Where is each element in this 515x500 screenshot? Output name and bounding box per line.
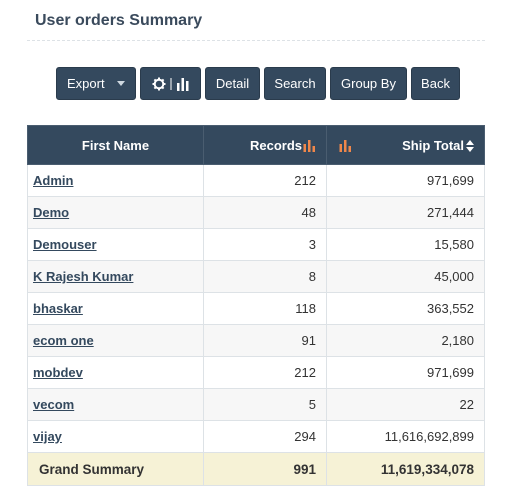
records-cell: 5 bbox=[203, 388, 327, 421]
ship-total-cell: 45,000 bbox=[326, 260, 485, 293]
column-header-ship-total[interactable]: Ship Total bbox=[326, 125, 485, 165]
ship-total-cell: 15,580 bbox=[326, 228, 485, 261]
summary-table: First Name Records Ship Total bbox=[27, 125, 485, 486]
user-link[interactable]: K Rajesh Kumar bbox=[33, 269, 134, 284]
ship-total-cell: 971,699 bbox=[326, 356, 485, 389]
ship-total-cell: 363,552 bbox=[326, 292, 485, 325]
gear-icon bbox=[152, 77, 165, 90]
records-cell: 8 bbox=[203, 260, 327, 293]
column-header-records[interactable]: Records bbox=[203, 125, 327, 165]
user-link[interactable]: vijay bbox=[33, 429, 62, 444]
first-name-cell: mobdev bbox=[27, 356, 204, 389]
group-by-button[interactable]: Group By bbox=[330, 67, 407, 100]
bar-chart-icon[interactable] bbox=[303, 140, 316, 153]
first-name-cell: Demouser bbox=[27, 228, 204, 261]
ship-total-cell: 22 bbox=[326, 388, 485, 421]
records-cell: 118 bbox=[203, 292, 327, 325]
column-header-first-name[interactable]: First Name bbox=[27, 125, 204, 165]
records-cell: 48 bbox=[203, 196, 327, 229]
user-link[interactable]: vecom bbox=[33, 397, 75, 412]
table-row: Admin 212 971,699 bbox=[27, 164, 485, 197]
export-label: Export bbox=[67, 76, 105, 91]
user-link[interactable]: ecom one bbox=[33, 333, 94, 348]
first-name-cell: vecom bbox=[27, 388, 204, 421]
table-row: mobdev 212 971,699 bbox=[27, 356, 485, 389]
table-row: vijay 294 11,616,692,899 bbox=[27, 420, 485, 453]
table-row: Demouser 3 15,580 bbox=[27, 228, 485, 261]
table-header-row: First Name Records Ship Total bbox=[27, 125, 485, 165]
table-row: bhaskar 118 363,552 bbox=[27, 292, 485, 325]
user-link[interactable]: Demo bbox=[33, 205, 70, 220]
records-cell: 294 bbox=[203, 420, 327, 453]
grand-summary-ship-total: 11,619,334,078 bbox=[326, 452, 485, 486]
ship-total-cell: 271,444 bbox=[326, 196, 485, 229]
sort-icon[interactable] bbox=[466, 140, 474, 153]
bar-chart-icon bbox=[176, 77, 188, 91]
page-title: User orders Summary bbox=[35, 12, 203, 29]
user-link[interactable]: mobdev bbox=[33, 365, 83, 380]
toolbar: Export Detail Search Group By Back bbox=[56, 67, 460, 100]
ship-total-cell: 971,699 bbox=[326, 164, 485, 197]
ship-total-cell: 2,180 bbox=[326, 324, 485, 357]
records-cell: 212 bbox=[203, 356, 327, 389]
chart-settings-button[interactable] bbox=[140, 67, 201, 100]
first-name-cell: K Rajesh Kumar bbox=[27, 260, 204, 293]
first-name-cell: Admin bbox=[27, 164, 204, 197]
table-body: Admin 212 971,699 Demo 48 271,444 Demous… bbox=[27, 164, 485, 453]
first-name-cell: bhaskar bbox=[27, 292, 204, 325]
records-cell: 212 bbox=[203, 164, 327, 197]
table-row: ecom one 91 2,180 bbox=[27, 324, 485, 357]
user-link[interactable]: Demouser bbox=[33, 237, 97, 252]
table-row: vecom 5 22 bbox=[27, 388, 485, 421]
search-button[interactable]: Search bbox=[264, 67, 326, 100]
table-row: K Rajesh Kumar 8 45,000 bbox=[27, 260, 485, 293]
export-button[interactable]: Export bbox=[56, 67, 136, 100]
back-button[interactable]: Back bbox=[411, 67, 460, 100]
bar-chart-icon[interactable] bbox=[339, 139, 352, 152]
first-name-cell: Demo bbox=[27, 196, 204, 229]
grand-summary-row: Grand Summary 991 11,619,334,078 bbox=[27, 452, 485, 486]
separator-icon bbox=[170, 77, 171, 90]
grand-summary-label: Grand Summary bbox=[27, 452, 204, 486]
table-row: Demo 48 271,444 bbox=[27, 196, 485, 229]
records-cell: 3 bbox=[203, 228, 327, 261]
user-link[interactable]: Admin bbox=[33, 173, 74, 188]
user-link[interactable]: bhaskar bbox=[33, 301, 83, 316]
detail-button[interactable]: Detail bbox=[205, 67, 260, 100]
title-divider bbox=[27, 40, 485, 41]
grand-summary-records: 991 bbox=[203, 452, 327, 486]
first-name-cell: ecom one bbox=[27, 324, 204, 357]
first-name-cell: vijay bbox=[27, 420, 204, 453]
ship-total-cell: 11,616,692,899 bbox=[326, 420, 485, 453]
caret-down-icon bbox=[116, 81, 125, 86]
records-cell: 91 bbox=[203, 324, 327, 357]
